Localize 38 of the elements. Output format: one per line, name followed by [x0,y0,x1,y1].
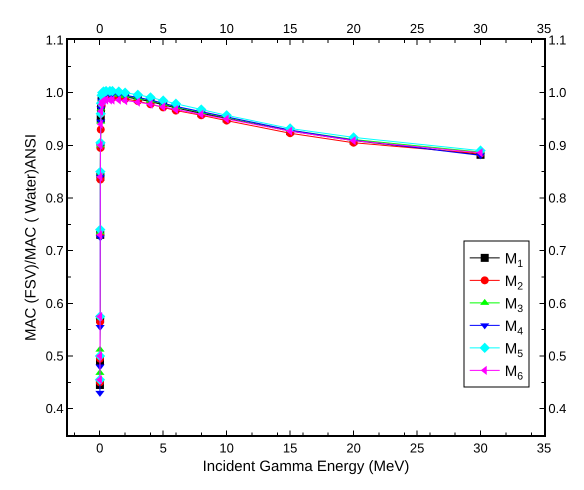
x-tick-label: 25 [410,21,424,36]
legend-label: M$_{2}$ [504,273,524,292]
x2-tick-label: 35 [536,440,552,456]
x-tick-label: 15 [282,21,298,36]
x-tick-label: 10 [219,21,234,36]
legend-label: M$_{4}$ [504,318,524,338]
y-axis-title: MAC (FSV)/MAC ( Water)ANSI [22,134,40,341]
x-tick-label: 0 [96,21,104,36]
x-tick-label: 20 [346,21,361,36]
y2-tick-label: 0.6 [548,296,566,311]
x-tick-label: 5 [160,21,167,36]
y-tick-label: 0.8 [46,190,64,206]
x2-tick-label: 0 [96,440,104,456]
y-tick-label: 1.0 [46,85,64,100]
y-tick-label: 0.4 [46,401,64,416]
y-tick-label: 1.1 [46,32,64,48]
x2-tick-label: 10 [219,440,234,456]
x2-tick-label: 15 [282,440,298,456]
x2-tick-label: 5 [160,440,167,456]
y-tick-label: 0.6 [46,296,64,311]
y2-tick-label: 0.9 [548,138,566,153]
x2-tick-label: 25 [410,440,424,456]
y2-tick-label: 0.8 [548,190,566,206]
x2-tick-label: 20 [346,440,361,456]
y2-tick-label: 0.5 [548,348,566,364]
x-tick-label: 30 [473,21,488,36]
legend-label: M$_{6}$ [504,363,524,382]
x2-tick-label: 30 [473,440,488,456]
y2-tick-label: 0.7 [548,243,566,258]
y-tick-label: 0.5 [46,348,64,364]
y-tick-label: 0.9 [46,138,64,153]
y-tick-label: 0.7 [46,243,64,258]
y2-tick-label: 1.0 [548,85,566,100]
legend-label: M$_{5}$ [504,340,524,360]
legend-label: M$_{3}$ [504,296,524,315]
x-axis-title: Incident Gamma Energy (MeV) [202,458,410,475]
y2-tick-label: 0.4 [548,401,566,416]
legend-label: M$_{1}$ [504,250,524,270]
